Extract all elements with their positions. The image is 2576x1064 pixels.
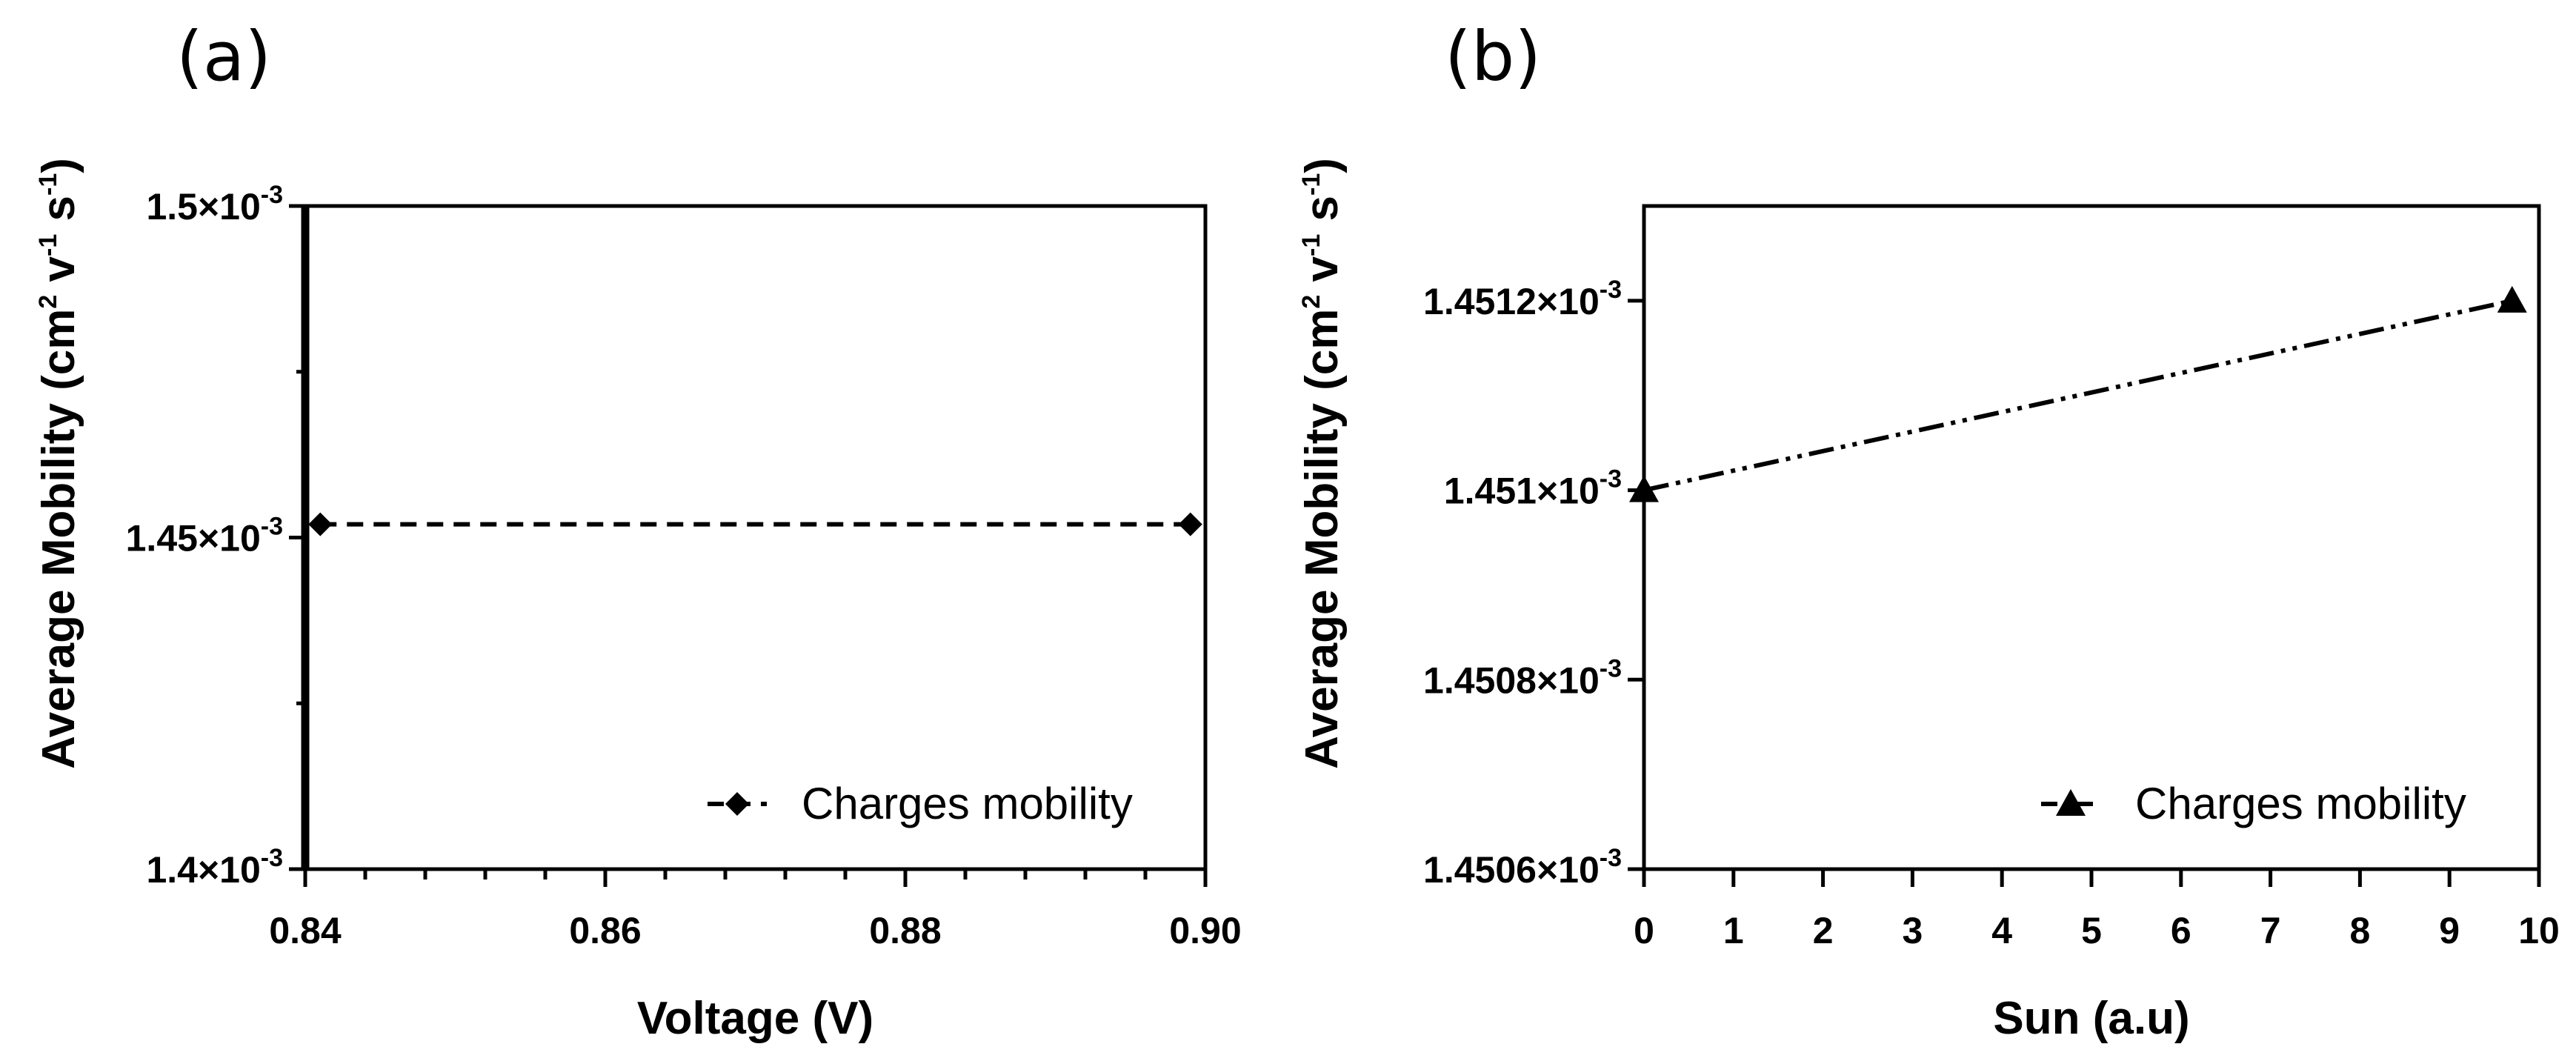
x-tick-label: 6 xyxy=(2171,910,2191,951)
y-axis-title-text: Average Mobility (cm xyxy=(33,309,84,769)
y-tick-label: 1.4506×10-3 xyxy=(1423,844,1622,891)
y-tick-label: 1.45×10-3 xyxy=(126,513,283,559)
series-line xyxy=(1643,298,2513,493)
y-axis-title: Average Mobility (cm2 v-1 s-1) xyxy=(33,158,84,769)
y-axis-title-sup: -1 xyxy=(1297,173,1325,196)
y-tick-exponent: -3 xyxy=(261,513,283,541)
x-tick-label: 9 xyxy=(2439,910,2460,951)
y-tick-mantissa: 1.4512×10 xyxy=(1423,281,1600,322)
data-point xyxy=(308,512,333,536)
y-axis-title-text: ) xyxy=(1297,158,1348,173)
x-tick-label: 2 xyxy=(1813,910,1834,951)
plot-frame xyxy=(1642,204,2541,871)
x-tick-label: 8 xyxy=(2349,910,2370,951)
y-axis-title-sup: 2 xyxy=(1297,295,1325,309)
y-axis-title-text: s xyxy=(1297,196,1348,234)
y-tick-mantissa: 1.4×10 xyxy=(146,849,260,891)
y-tick-exponent: -3 xyxy=(1600,654,1622,682)
x-tick-label: 0.86 xyxy=(569,910,641,951)
legend-marker xyxy=(725,792,749,816)
x-tick-label: 3 xyxy=(1902,910,1923,951)
y-tick-exponent: -3 xyxy=(1600,844,1622,872)
y-tick-exponent: -3 xyxy=(261,181,283,209)
data-point xyxy=(1178,512,1202,536)
y-tick-mantissa: 1.45×10 xyxy=(126,518,261,559)
x-tick-label: 0.84 xyxy=(269,910,342,951)
y-tick-label: 1.4×10-3 xyxy=(146,844,283,891)
y-tick-exponent: -3 xyxy=(1600,276,1622,304)
y-axis-title-sup: -1 xyxy=(34,173,62,196)
panel-b: (b)1.4506×10-31.4508×10-31.451×10-31.451… xyxy=(1297,17,2560,1044)
y-tick-mantissa: 1.4508×10 xyxy=(1423,659,1600,701)
x-tick-label: 5 xyxy=(2081,910,2102,951)
x-tick-label: 0.90 xyxy=(1169,910,1241,951)
y-axis-title-text: Average Mobility (cm xyxy=(1297,309,1348,769)
y-tick-mantissa: 1.451×10 xyxy=(1444,471,1600,512)
y-axis-title-text: s xyxy=(33,196,84,234)
y-tick-label: 1.5×10-3 xyxy=(146,181,283,227)
legend-marker xyxy=(2056,789,2086,816)
y-axis-title-sup: 2 xyxy=(34,295,62,309)
data-point xyxy=(1629,475,1659,502)
y-tick-mantissa: 1.5×10 xyxy=(146,186,260,227)
y-axis-title-text: v xyxy=(1297,256,1348,294)
y-tick-label: 1.4508×10-3 xyxy=(1423,654,1622,701)
panel-label: (b) xyxy=(1445,17,1541,96)
x-tick-label: 1 xyxy=(1723,910,1744,951)
y-axis-title: Average Mobility (cm2 v-1 s-1) xyxy=(1297,158,1348,769)
y-axis-title-sup: -1 xyxy=(34,234,62,256)
y-axis-title-sup: -1 xyxy=(1297,234,1325,256)
x-tick-label: 10 xyxy=(2518,910,2560,951)
y-tick-exponent: -3 xyxy=(1600,465,1622,493)
y-tick-mantissa: 1.4506×10 xyxy=(1423,849,1600,891)
x-tick-label: 0 xyxy=(1634,910,1654,951)
y-tick-label: 1.4512×10-3 xyxy=(1423,276,1622,322)
x-axis-title: Sun (a.u) xyxy=(1993,993,2189,1044)
x-axis-title: Voltage (V) xyxy=(637,993,873,1044)
x-tick-label: 0.88 xyxy=(869,910,941,951)
y-tick-label: 1.451×10-3 xyxy=(1444,465,1622,512)
y-axis-title-text: v xyxy=(33,256,84,294)
x-tick-label: 4 xyxy=(1991,910,2012,951)
legend-label: Charges mobility xyxy=(2135,779,2466,828)
data-point xyxy=(2497,285,2527,313)
x-tick-label: 7 xyxy=(2260,910,2281,951)
panel-a: (a)1.4×10-31.45×10-31.5×10-30.84 0.86 0.88… xyxy=(33,17,1242,1044)
legend-label: Charges mobility xyxy=(802,779,1133,828)
plot-frame xyxy=(303,204,1208,871)
y-tick-exponent: -3 xyxy=(261,844,283,872)
panel-label: (a) xyxy=(176,17,271,96)
y-axis-title-text: ) xyxy=(33,158,84,173)
